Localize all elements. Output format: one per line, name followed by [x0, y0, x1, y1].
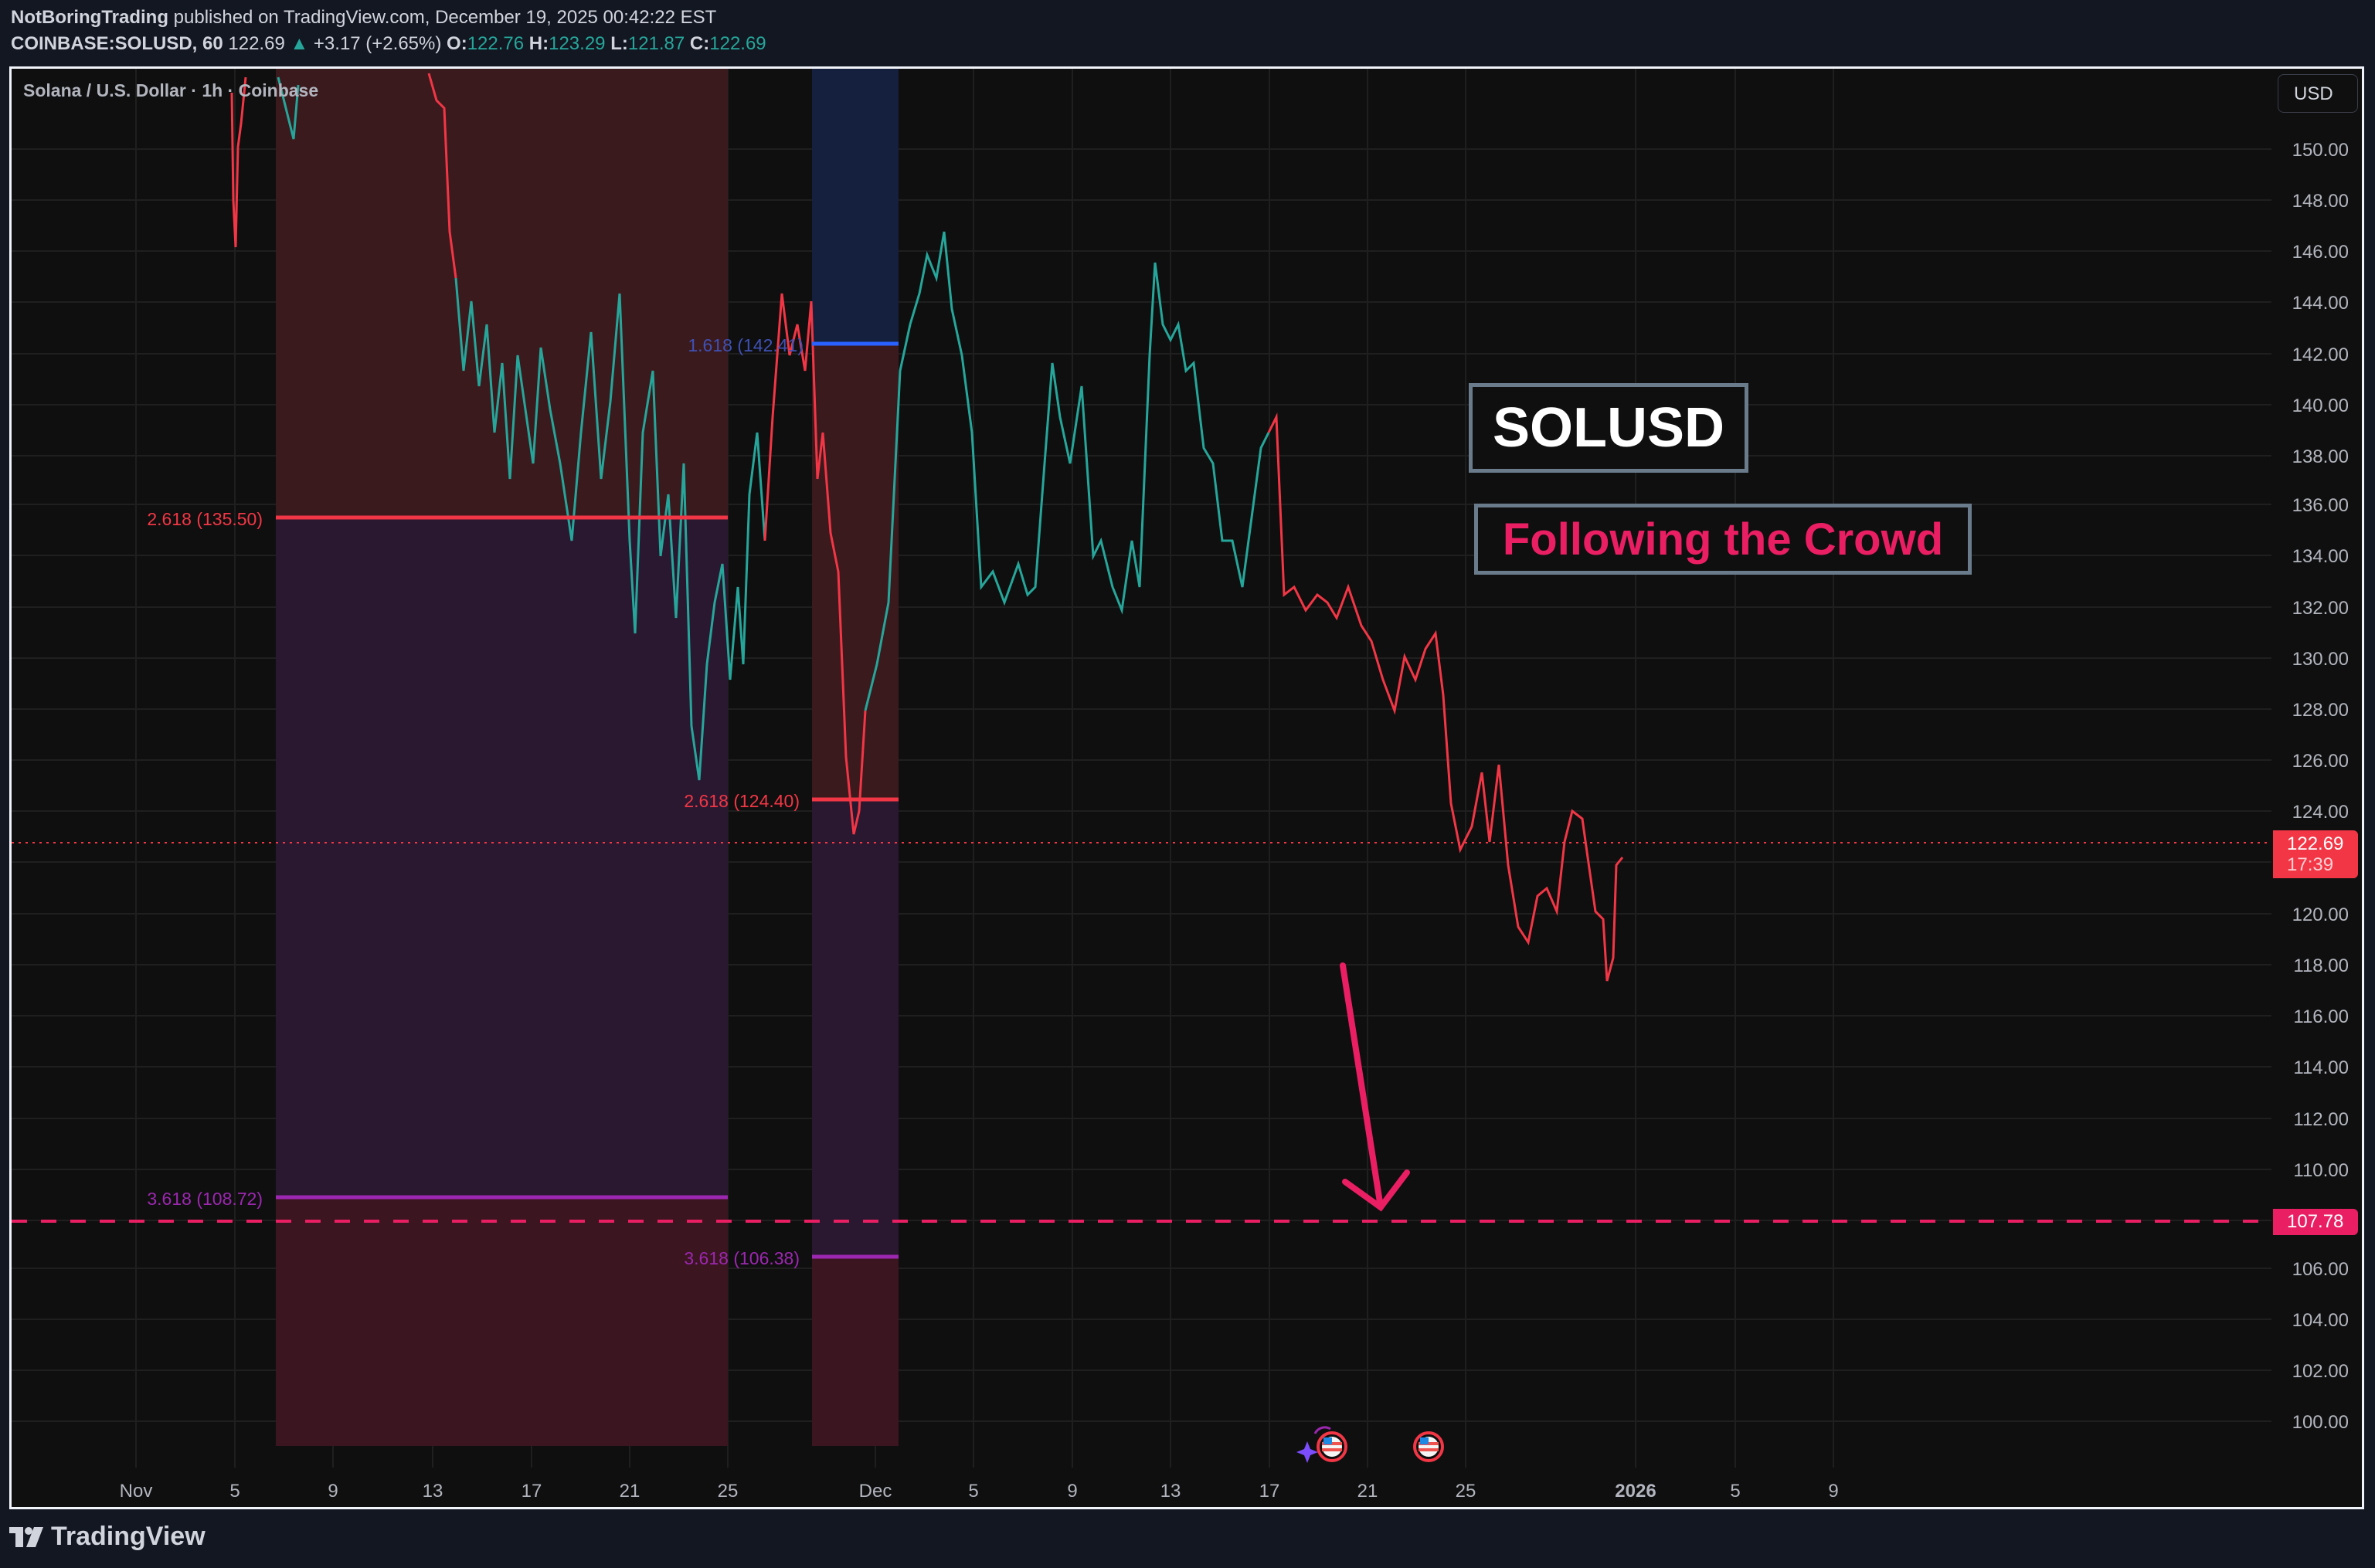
fib-zone-2[interactable] [812, 69, 899, 1468]
svg-text:104.00: 104.00 [2292, 1310, 2349, 1331]
fib-label-2618-a: 2.618 (135.50) [147, 509, 263, 529]
target-price-badge: 107.78 [2273, 1209, 2358, 1235]
time-axis[interactable]: Nov 5 9 13 17 21 25 Dec 5 9 13 17 21 25 2026 5 9 [120, 1481, 1839, 1502]
close-label: C: [689, 33, 710, 54]
svg-text:21: 21 [620, 1481, 640, 1502]
svg-text:9: 9 [1067, 1481, 1077, 1502]
low-label: L: [610, 33, 628, 54]
sparkle-icon[interactable] [1296, 1426, 1331, 1463]
last-price: 122.69 [228, 33, 285, 54]
svg-text:150.00: 150.00 [2292, 140, 2349, 161]
svg-text:Nov: Nov [120, 1481, 153, 1502]
svg-text:144.00: 144.00 [2292, 293, 2349, 314]
svg-text:2026: 2026 [1615, 1481, 1656, 1502]
down-arrow-icon[interactable] [1340, 962, 1410, 1212]
svg-text:5: 5 [229, 1481, 240, 1502]
tradingview-brand: TradingView [51, 1522, 206, 1551]
svg-text:5: 5 [1730, 1481, 1740, 1502]
svg-text:5: 5 [968, 1481, 978, 1502]
svg-text:25: 25 [718, 1481, 739, 1502]
open-value: 122.76 [467, 33, 525, 54]
price-change: +3.17 (+2.65%) [313, 33, 442, 54]
svg-text:9: 9 [1828, 1481, 1838, 1502]
svg-text:136.00: 136.00 [2292, 495, 2349, 516]
svg-text:100.00: 100.00 [2292, 1412, 2349, 1433]
svg-text:118.00: 118.00 [2293, 955, 2349, 976]
fib-label-1618: 1.618 (142.41) [688, 335, 804, 355]
us-flag-event-icon-2[interactable] [1413, 1431, 1444, 1462]
svg-text:120.00: 120.00 [2292, 904, 2349, 925]
svg-text:13: 13 [423, 1481, 443, 1502]
svg-text:126.00: 126.00 [2292, 751, 2349, 772]
svg-text:21: 21 [1357, 1481, 1378, 1502]
candles [230, 73, 1624, 982]
bar-countdown: 17:39 [2287, 854, 2334, 875]
tradingview-logo-icon [9, 1526, 43, 1547]
svg-text:128.00: 128.00 [2292, 700, 2349, 721]
symbol-label: COINBASE:SOLUSD, 60 [11, 33, 223, 54]
last-price-badge: 122.69 17:39 [2273, 830, 2358, 878]
svg-text:134.00: 134.00 [2292, 546, 2349, 567]
svg-text:110.00: 110.00 [2293, 1160, 2349, 1181]
up-triangle-icon: ▲ [290, 33, 309, 54]
us-flag-event-icon[interactable] [1317, 1431, 1347, 1462]
svg-text:116.00: 116.00 [2293, 1006, 2349, 1027]
svg-text:112.00: 112.00 [2293, 1109, 2349, 1130]
publish-info: NotBoringTrading published on TradingVie… [11, 5, 716, 31]
svg-text:140.00: 140.00 [2292, 395, 2349, 416]
svg-text:132.00: 132.00 [2292, 598, 2349, 619]
last-price-value: 122.69 [2287, 833, 2344, 854]
svg-text:124.00: 124.00 [2292, 802, 2349, 823]
fib-label-3618-a: 3.618 (108.72) [147, 1189, 263, 1209]
caption-annotation[interactable]: Following the Crowd [1474, 504, 1972, 575]
ticker-annotation[interactable]: SOLUSD [1469, 383, 1748, 473]
high-value: 123.29 [549, 33, 606, 54]
tradingview-logo[interactable]: TradingView [9, 1522, 206, 1552]
svg-text:9: 9 [328, 1481, 338, 1502]
chart-legend-title: Solana / U.S. Dollar · 1h · Coinbase [23, 80, 319, 100]
svg-text:148.00: 148.00 [2292, 191, 2349, 212]
svg-text:102.00: 102.00 [2292, 1361, 2349, 1382]
svg-text:130.00: 130.00 [2292, 649, 2349, 670]
open-label: O: [447, 33, 467, 54]
svg-text:17: 17 [522, 1481, 542, 1502]
fib-zone-1[interactable] [276, 69, 728, 1468]
svg-text:138.00: 138.00 [2292, 446, 2349, 467]
svg-text:17: 17 [1259, 1481, 1280, 1502]
svg-text:25: 25 [1456, 1481, 1476, 1502]
close-value: 122.69 [709, 33, 766, 54]
high-label: H: [528, 33, 549, 54]
published-text: published on TradingView.com, December 1… [173, 7, 717, 28]
low-value: 121.87 [627, 33, 685, 54]
svg-text:146.00: 146.00 [2292, 242, 2349, 263]
price-axis[interactable]: 150.00 148.00 146.00 144.00 142.00 140.00 13… [2292, 140, 2349, 1433]
svg-text:13: 13 [1160, 1481, 1181, 1502]
currency-button[interactable]: USD [2278, 74, 2358, 113]
svg-text:114.00: 114.00 [2293, 1057, 2349, 1078]
fib-label-3618-b: 3.618 (106.38) [684, 1248, 800, 1268]
ohlc-bar: COINBASE:SOLUSD, 60 122.69 ▲ +3.17 (+2.6… [11, 31, 766, 57]
svg-text:106.00: 106.00 [2292, 1259, 2349, 1280]
publisher-name: NotBoringTrading [11, 7, 168, 28]
fib-label-2618-b: 2.618 (124.40) [684, 791, 800, 811]
svg-text:Dec: Dec [859, 1481, 892, 1502]
svg-text:142.00: 142.00 [2292, 344, 2349, 365]
